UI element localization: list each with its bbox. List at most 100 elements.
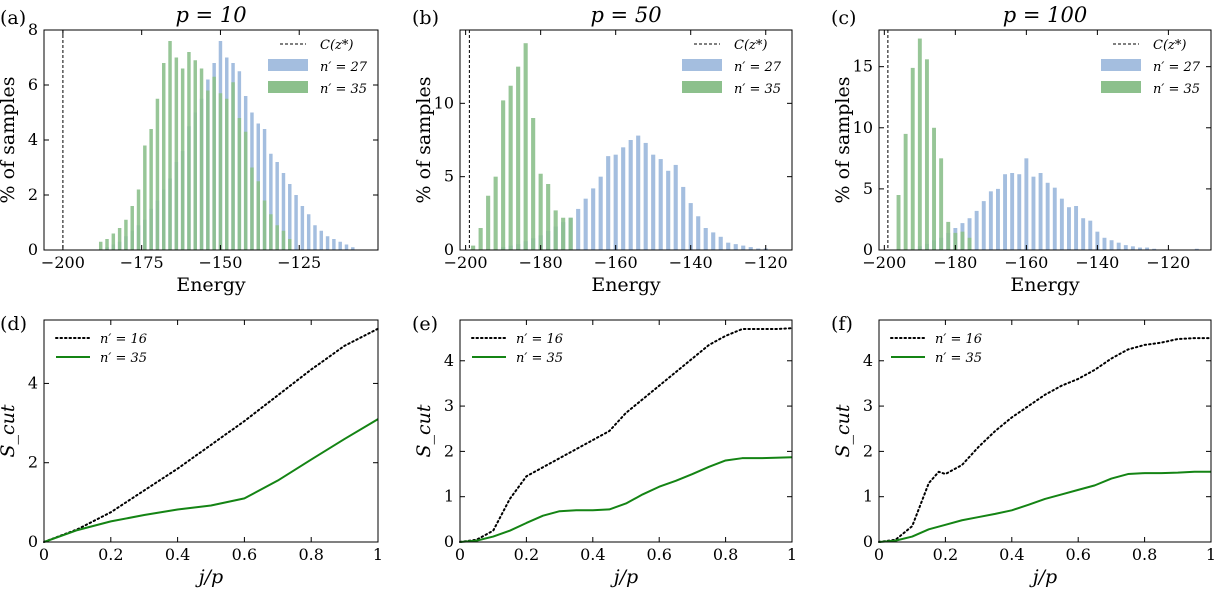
bar [306,214,311,250]
bar [583,198,588,250]
bar [1081,218,1086,250]
bar [953,232,958,250]
bar [193,60,197,250]
bar [155,98,160,250]
y-axis-label: S_cut [413,404,435,457]
legend: n′ = 16 n′ = 35 [890,332,982,366]
legend-label-vline: C(z*) [1153,38,1186,53]
x-tick-label: 0.4 [165,545,190,564]
legend-label: n′ = 35 [1153,82,1200,97]
bar [199,68,204,250]
bar [180,68,185,250]
bar [111,233,116,250]
bar [162,63,166,250]
x-tick-label: −120 [744,253,788,272]
bar [105,239,109,250]
bar [1003,174,1008,250]
bar [598,176,603,250]
bar [703,228,708,250]
bar [621,147,626,250]
bar [1152,248,1157,250]
y-tick-label: 3 [444,396,454,415]
bar [281,230,286,250]
series-line-0 [459,327,793,543]
bar [478,228,483,250]
bar [651,154,656,250]
bar [501,100,506,251]
series-line-0 [43,327,379,543]
bar [924,59,929,250]
bar [225,98,229,250]
x-tick-label: 1 [787,545,797,564]
legend-label-vline: C(z*) [320,38,353,53]
series-bars-1 [98,41,292,250]
bar [636,135,641,250]
bar [187,52,191,250]
bar [643,142,648,250]
x-tick-label: −180 [933,253,977,272]
x-tick-label: 1 [1206,545,1216,564]
bar [1088,220,1093,250]
y-tick-label: 0 [863,240,873,259]
y-tick-label: 6 [28,75,38,94]
bar [531,118,536,250]
x-tick-label: −200 [862,253,906,272]
bar [896,195,901,250]
bar [1052,187,1057,250]
bar [1017,174,1022,250]
legend-swatch [1101,59,1141,71]
x-axis-label: j/p [610,566,638,588]
x-tick-label: 0 [874,545,884,564]
bar [748,247,753,250]
bar [741,245,746,250]
y-tick-label: 5 [863,179,873,198]
bar [1031,176,1036,250]
bar [1130,246,1135,250]
bar [523,43,528,251]
bar [726,242,731,250]
bar [143,145,147,250]
panel-label: (d) [0,313,27,335]
bar [231,82,235,250]
x-tick-label: 0.8 [298,545,323,564]
bar [546,184,551,250]
y-tick-label: 2 [863,441,873,460]
legend: n′ = 16 n′ = 35 [55,332,147,366]
panel-c: −200 −180 −160 −140 −120 0 5 10 15 (c) p = 100 Ener… [831,3,1212,296]
bar [932,127,936,250]
chart-title: p = 50 [590,3,661,27]
bar [1059,198,1064,250]
bar [319,230,324,250]
x-axis-label: Energy [591,274,661,296]
bar [946,221,951,250]
legend-label: n′ = 35 [935,351,982,366]
y-tick-label: 4 [28,130,38,149]
bar [262,200,267,250]
legend-label: n′ = 16 [935,332,982,347]
bar [168,41,172,250]
bar [1024,158,1029,250]
legend-label-vline: C(z*) [734,38,767,53]
bar [237,118,242,250]
x-tick-label: −140 [669,253,713,272]
y-tick-label: 4 [28,373,38,392]
bar [613,154,618,250]
bar [117,228,122,250]
bar [149,129,153,250]
bar [696,216,701,250]
bar [756,248,761,250]
x-tick-label: −200 [444,253,488,272]
bar [733,244,738,250]
panel-label: (e) [412,313,438,335]
legend-label: n′ = 35 [100,351,147,366]
bar [917,38,922,251]
x-axis-label: j/p [195,566,223,588]
bar [1138,247,1142,250]
bar [1109,240,1114,250]
x-tick-label: −120 [1146,253,1190,272]
bar [606,156,611,250]
bar [516,66,521,250]
bar [1074,206,1079,250]
